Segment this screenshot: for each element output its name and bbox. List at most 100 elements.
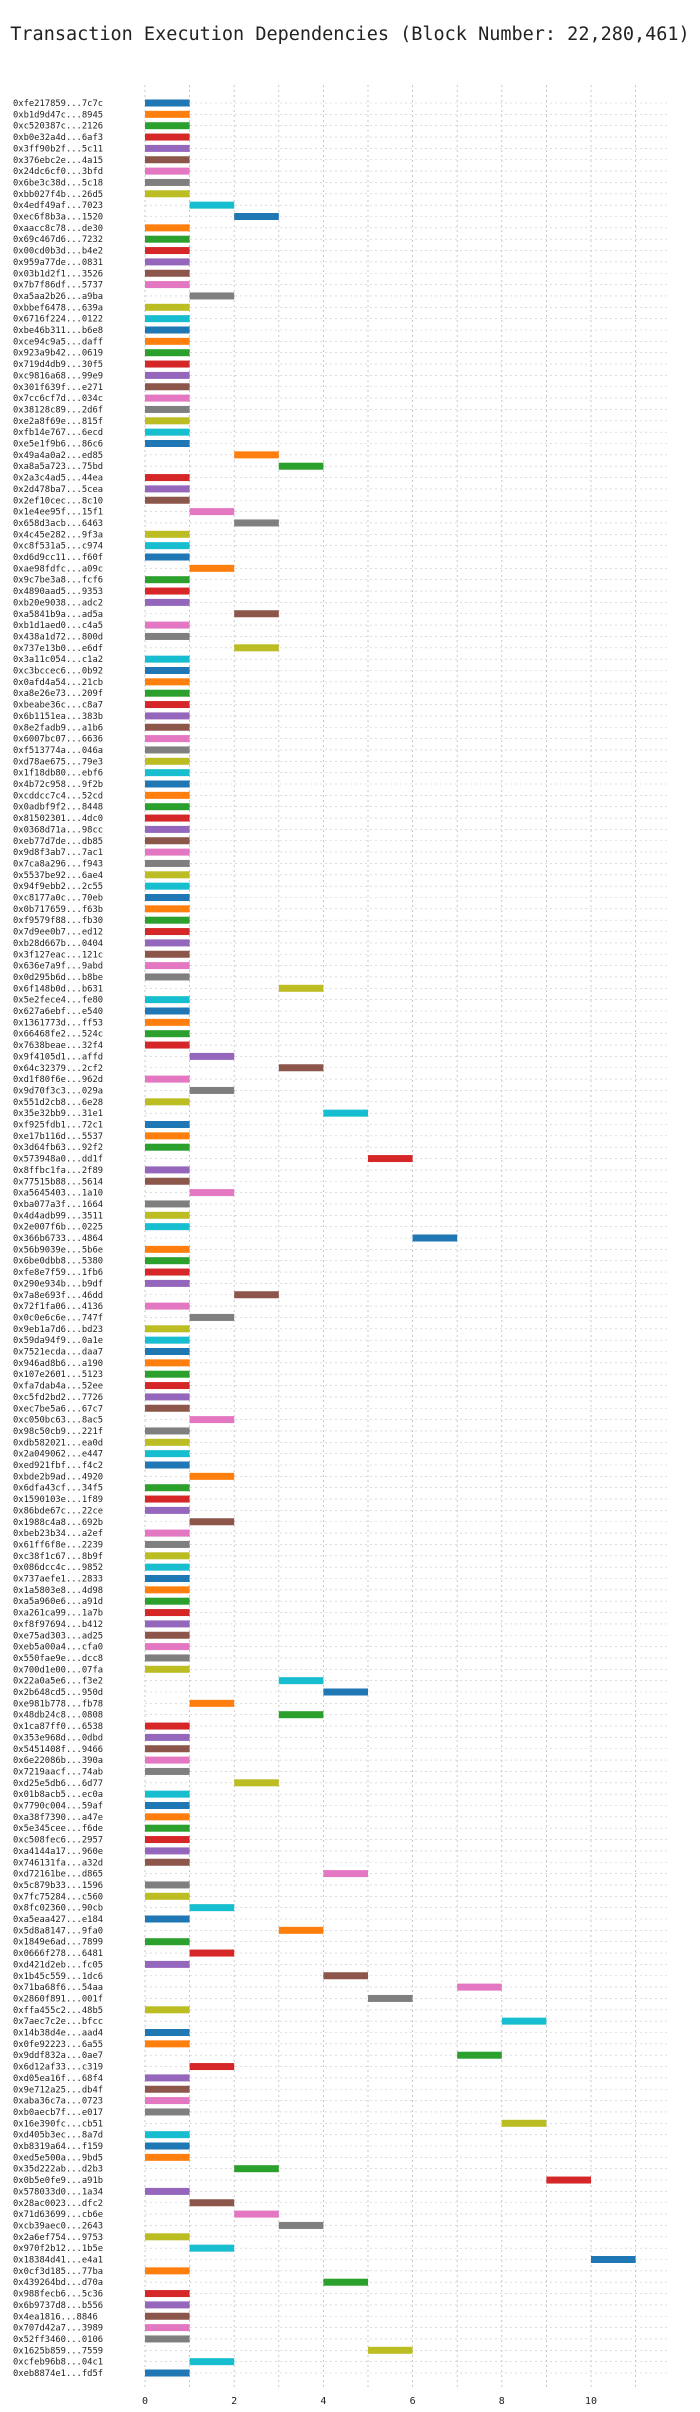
task-bar: [145, 632, 190, 640]
task-bar: [145, 337, 190, 345]
tx-hash-label: 0x2e007f6b...0225: [13, 1223, 103, 1233]
tx-hash-label: 0x1849e6ad...7899: [13, 1938, 103, 1948]
tx-hash-label: 0xd78ae675...79e3: [13, 757, 103, 767]
task-bar: [145, 939, 190, 947]
task-bar: [145, 428, 190, 436]
tx-hash-label: 0x4edf49af...7023: [13, 201, 103, 211]
task-bar: [189, 508, 235, 516]
tx-hash-label: 0x0c0e6c6e...747f: [13, 1313, 103, 1323]
task-bar: [145, 258, 190, 266]
task-bar: [145, 996, 190, 1004]
task-bar: [145, 1302, 190, 1310]
tx-hash-label: 0xb0e32a4d...6af3: [13, 133, 103, 143]
task-bar: [145, 1245, 190, 1253]
tx-hash-label: 0x28ac0023...dfc2: [13, 2199, 103, 2209]
task-bar: [189, 1313, 235, 1321]
task-bar: [145, 735, 190, 743]
tx-hash-label: 0x290e934b...b9df: [13, 1279, 103, 1289]
task-bar: [145, 859, 190, 867]
task-bar: [145, 837, 190, 845]
task-bar: [145, 2006, 190, 2014]
x-tick-label: 8: [499, 2396, 505, 2407]
tx-hash-label: 0xfa7dab4a...52ee: [13, 1382, 103, 1392]
tx-hash-label: 0x1361773d...ff53: [13, 1018, 103, 1028]
task-bar: [145, 144, 190, 152]
task-bar: [145, 2085, 190, 2093]
task-bar: [145, 723, 190, 731]
task-bar: [145, 791, 190, 799]
task-bar: [145, 825, 190, 833]
task-bar: [145, 1609, 190, 1617]
tx-hash-label: 0xc508fec6...2957: [13, 1836, 103, 1846]
tx-hash-label: 0x2d478ba7...5cea: [13, 485, 103, 495]
task-bar: [145, 2074, 190, 2082]
task-bar: [145, 894, 190, 901]
tx-hash-label: 0x7ca8a296...f943: [13, 859, 103, 869]
tx-hash-label: 0xf925fdb1...72c1: [13, 1121, 103, 1131]
task-bar: [145, 587, 190, 595]
task-bar: [145, 1121, 190, 1128]
task-bar: [145, 1847, 190, 1855]
tx-hash-label: 0xbeb23b34...a2ef: [13, 1529, 103, 1539]
task-bar: [145, 349, 190, 357]
task-bar: [145, 1733, 190, 1741]
task-bar: [501, 2119, 547, 2127]
task-bar: [145, 235, 190, 243]
tx-hash-label: 0x301f639f...e271: [13, 383, 103, 393]
tx-hash-label: 0xc520387c...2126: [13, 122, 103, 132]
task-bar: [145, 2131, 190, 2139]
tx-hash-label: 0x6be3c38d...5c18: [13, 178, 103, 188]
tx-hash-label: 0x719d4db9...30f5: [13, 360, 103, 370]
tx-hash-label: 0x4ea1816...8846: [13, 2312, 98, 2322]
task-bar: [145, 678, 190, 686]
tx-hash-label: 0x959a77de...0831: [13, 258, 103, 268]
tx-hash-label: 0xc9816a68...99e9: [13, 371, 103, 381]
tx-hash-label: 0x35e32bb9...31e1: [13, 1109, 103, 1119]
x-tick-label: 2: [231, 2396, 237, 2407]
task-bar: [145, 394, 190, 402]
tx-hash-label: 0xb20e9038...adc2: [13, 598, 103, 608]
task-bar: [189, 1904, 235, 1912]
tx-hash-label: 0x746131fa...a32d: [13, 1858, 103, 1868]
tx-hash-label: 0xec7be5a6...67c7: [13, 1404, 103, 1414]
tx-hash-label: 0x66468fe2...524c: [13, 1030, 103, 1040]
task-bar: [145, 1427, 190, 1435]
tx-hash-label: 0xd421d2eb...fc05: [13, 1960, 103, 1970]
task-bar: [145, 440, 190, 447]
tx-hash-label: 0x3ff90b2f...5c11: [13, 144, 103, 154]
tx-hash-label: 0x376ebc2e...4a15: [13, 156, 103, 166]
task-bar: [145, 2267, 190, 2275]
task-bar: [145, 2324, 190, 2332]
tx-hash-label: 0x5e345cee...f6de: [13, 1824, 103, 1834]
tx-hash-label: 0x9eb1a7d6...bd23: [13, 1325, 103, 1335]
task-bar: [145, 1075, 190, 1083]
task-bar: [145, 417, 190, 425]
tx-hash-label: 0x7638beae...32f4: [13, 1041, 103, 1051]
tx-hash-label: 0x2b648cd5...950d: [13, 1688, 103, 1698]
task-bar: [145, 156, 190, 164]
task-bar: [145, 1007, 190, 1015]
task-bar: [145, 530, 190, 538]
tx-hash-label: 0x71ba68f6...54aa: [13, 1983, 103, 1993]
task-bar: [189, 292, 235, 300]
task-bar: [145, 1552, 190, 1560]
task-bar: [189, 1189, 235, 1197]
task-bar: [189, 1086, 235, 1094]
task-bar: [145, 1041, 190, 1049]
task-bar: [145, 383, 190, 391]
tx-hash-label: 0x0cf3d185...77ba: [13, 2267, 103, 2277]
task-bar: [323, 1870, 368, 1878]
tx-hash-label: 0x7521ecda...daa7: [13, 1348, 103, 1358]
task-bar: [234, 1779, 279, 1787]
task-bar: [145, 1836, 190, 1844]
tx-hash-label: 0x636e7a9f...9abd: [13, 962, 103, 972]
task-bar: [145, 1881, 190, 1889]
task-bar: [145, 122, 190, 130]
tx-hash-label: 0x9f4105d1...affd: [13, 1052, 103, 1062]
grid-lines: [144, 85, 667, 2388]
tx-hash-label: 0x1988c4a8...692b: [13, 1518, 103, 1528]
task-bar: [323, 1109, 368, 1117]
task-bar: [189, 2063, 235, 2071]
